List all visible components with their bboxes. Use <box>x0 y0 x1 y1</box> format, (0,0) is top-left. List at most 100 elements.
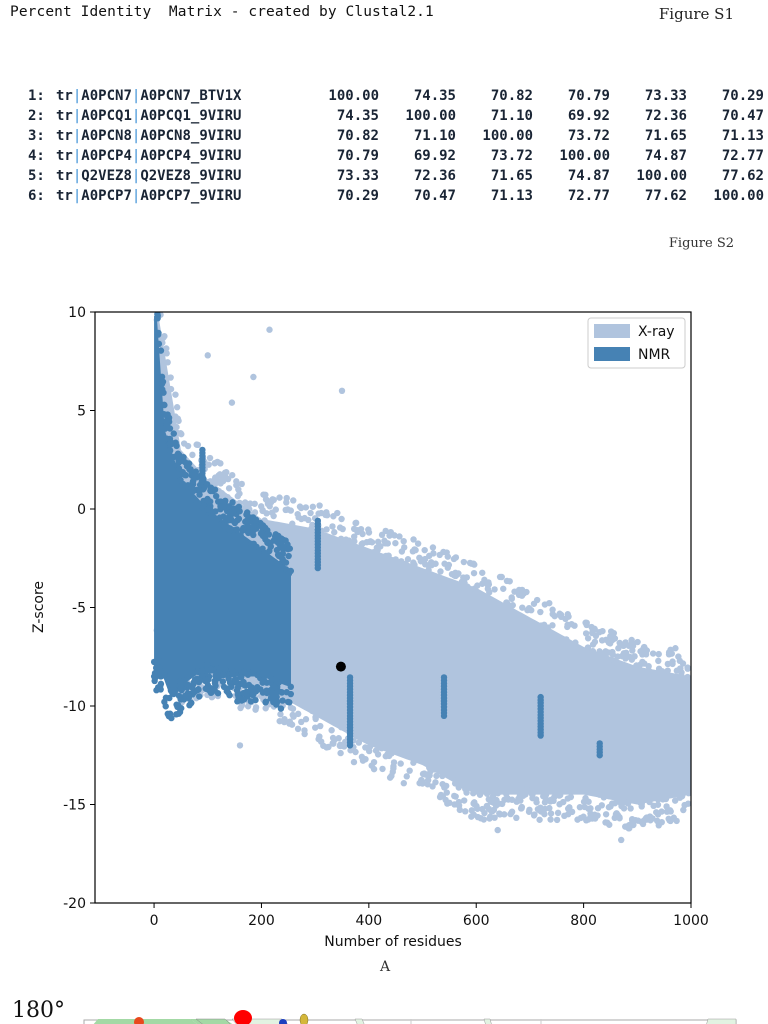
x-tick-label: 1000 <box>673 913 709 929</box>
matrix-title: Percent Identity Matrix - created by Clu… <box>10 4 434 20</box>
sequence-db: tr <box>56 128 73 144</box>
scatter-points <box>150 312 691 844</box>
y-tick-label: -5 <box>72 601 86 617</box>
sequence-name: tr|Q2VEZ8|Q2VEZ8_9VIRU <box>56 166 302 186</box>
percent-identity-matrix: 1: tr|A0PCN7|A0PCN7_BTV1X 100.00 74.35 70.82… <box>28 86 764 206</box>
identity-value: 71.65 <box>644 128 687 144</box>
sequence-accession: A0PCP4 <box>81 148 132 164</box>
matrix-row: 4: tr|A0PCP4|A0PCP4_9VIRU 70.79 69.92 73.72 1… <box>28 146 764 166</box>
identity-value: 71.65 <box>490 168 533 184</box>
separator: | <box>131 88 141 104</box>
identity-value: 77.62 <box>721 168 764 184</box>
figure-s1-label: Figure S1 <box>658 5 734 23</box>
identity-value: 69.92 <box>413 148 456 164</box>
separator: | <box>72 88 82 104</box>
row-index: 2: <box>28 108 45 124</box>
identity-value: 100.00 <box>405 108 456 124</box>
legend: X-ray NMR <box>587 317 686 369</box>
matrix-row: 2: tr|A0PCQ1|A0PCQ1_9VIRU 74.35 100.00 71.10… <box>28 106 764 126</box>
sequence-accession: A0PCN7 <box>81 88 132 104</box>
legend-swatch-nmr <box>594 347 630 361</box>
y-tick-label: -15 <box>63 798 86 814</box>
sequence-accession: A0PCN8 <box>81 128 132 144</box>
sequence-db: tr <box>56 188 73 204</box>
x-axis-label: Number of residues <box>324 934 462 950</box>
figure-s2-label: Figure S2 <box>668 236 734 251</box>
identity-value: 70.29 <box>721 88 764 104</box>
identity-value: 100.00 <box>328 88 379 104</box>
identity-value: 73.72 <box>567 128 610 144</box>
identity-value: 100.00 <box>636 168 687 184</box>
row-index: 6: <box>28 188 45 204</box>
highlighted-point <box>335 661 346 672</box>
separator: | <box>72 148 82 164</box>
separator: | <box>131 128 141 144</box>
identity-value: 100.00 <box>713 188 764 204</box>
sequence-entry: A0PCQ1_9VIRU <box>140 108 242 124</box>
identity-value: 70.47 <box>413 188 456 204</box>
separator: | <box>72 108 82 124</box>
separator: | <box>72 188 82 204</box>
identity-value: 73.72 <box>490 148 533 164</box>
identity-value: 72.77 <box>567 188 610 204</box>
y-tick-label: -10 <box>63 699 86 715</box>
separator: | <box>131 108 141 124</box>
y-tick-label: -20 <box>63 896 86 912</box>
identity-value: 71.13 <box>490 188 533 204</box>
identity-value: 70.29 <box>336 188 379 204</box>
identity-value: 70.47 <box>721 108 764 124</box>
separator: | <box>72 128 82 144</box>
matrix-row: 3: tr|A0PCN8|A0PCN8_9VIRU 70.82 71.10 100.00… <box>28 126 764 146</box>
sequence-name: tr|A0PCP4|A0PCP4_9VIRU <box>56 146 302 166</box>
identity-value: 100.00 <box>482 128 533 144</box>
sequence-entry: A0PCN8_9VIRU <box>140 128 242 144</box>
panel-caption-a: A <box>380 959 391 975</box>
identity-value: 100.00 <box>559 148 610 164</box>
sequence-accession: A0PCP7 <box>81 188 132 204</box>
sequence-name: tr|A0PCP7|A0PCP7_9VIRU <box>56 186 302 206</box>
separator: | <box>131 168 141 184</box>
legend-swatch-xray <box>594 324 630 338</box>
separator: | <box>72 168 82 184</box>
x-tick-label: 200 <box>248 913 275 929</box>
identity-value: 74.35 <box>413 88 456 104</box>
identity-value: 72.36 <box>413 168 456 184</box>
y-axis-label: Z-score <box>31 581 47 633</box>
sequence-accession: A0PCQ1 <box>81 108 132 124</box>
legend-label-xray: X-ray <box>638 324 675 340</box>
sequence-entry: A0PCP4_9VIRU <box>140 148 242 164</box>
sequence-name: tr|A0PCN8|A0PCN8_9VIRU <box>56 126 302 146</box>
row-index: 1: <box>28 88 45 104</box>
row-index: 3: <box>28 128 45 144</box>
sequence-entry: A0PCP7_9VIRU <box>140 188 242 204</box>
identity-value: 70.79 <box>567 88 610 104</box>
zscore-scatter-chart: 0 200 400 600 800 1000 -20 -15 -10 -5 0 5 10 Number… <box>31 305 709 950</box>
identity-value: 72.36 <box>644 108 687 124</box>
series-nmr <box>150 312 603 759</box>
sequence-entry: Q2VEZ8_9VIRU <box>140 168 242 184</box>
sequence-db: tr <box>56 168 73 184</box>
x-tick-label: 600 <box>463 913 490 929</box>
matrix-row: 6: tr|A0PCP7|A0PCP7_9VIRU 70.29 70.47 71.13 7… <box>28 186 764 206</box>
x-axis: 0 200 400 600 800 1000 <box>150 903 709 929</box>
sequence-db: tr <box>56 148 73 164</box>
matrix-row: 1: tr|A0PCN7|A0PCN7_BTV1X 100.00 74.35 70.82… <box>28 86 764 106</box>
identity-value: 73.33 <box>644 88 687 104</box>
sequence-accession: Q2VEZ8 <box>81 168 132 184</box>
separator: | <box>131 188 141 204</box>
identity-value: 70.79 <box>336 148 379 164</box>
identity-value: 71.13 <box>721 128 764 144</box>
identity-value: 70.82 <box>336 128 379 144</box>
identity-value: 74.87 <box>644 148 687 164</box>
identity-value: 73.33 <box>336 168 379 184</box>
phi-axis-label: 180° <box>12 998 65 1023</box>
matrix-row: 5: tr|Q2VEZ8|Q2VEZ8_9VIRU 73.33 72.36 71.65 7… <box>28 166 764 186</box>
sequence-db: tr <box>56 108 73 124</box>
identity-value: 69.92 <box>567 108 610 124</box>
ramachandran-plot-preview: 180° <box>0 996 768 1024</box>
identity-value: 77.62 <box>644 188 687 204</box>
x-tick-label: 0 <box>150 913 159 929</box>
identity-value: 70.82 <box>490 88 533 104</box>
sequence-entry: A0PCN7_BTV1X <box>140 88 242 104</box>
y-tick-label: 5 <box>77 404 86 420</box>
